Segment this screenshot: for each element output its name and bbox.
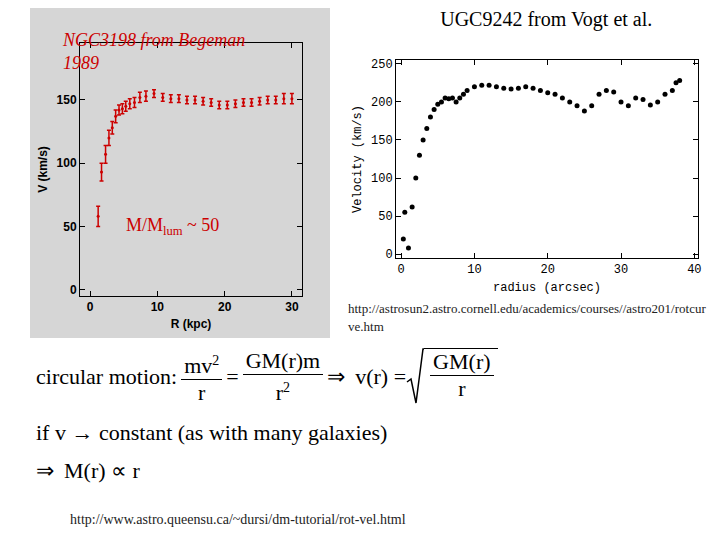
svg-text:50: 50 — [63, 220, 77, 234]
svg-text:150: 150 — [57, 93, 77, 107]
svg-text:250: 250 — [371, 58, 393, 72]
html-text:r2: r2 — [275, 380, 291, 406]
svg-text:0: 0 — [398, 263, 405, 277]
svg-text:200: 200 — [371, 96, 393, 110]
svg-text:150: 150 — [371, 134, 393, 148]
svg-text:10: 10 — [151, 300, 165, 314]
svg-text:10: 10 — [467, 263, 481, 277]
svg-text:30: 30 — [285, 300, 299, 314]
svg-text:50: 50 — [378, 210, 392, 224]
svg-text:20: 20 — [218, 300, 232, 314]
svg-text:V (km/s): V (km/s) — [36, 146, 50, 193]
svg-text:NGC3198 from Begeman1989: NGC3198 from Begeman1989 — [62, 30, 245, 73]
svg-text:0: 0 — [385, 248, 392, 262]
html-text:r: r — [198, 380, 206, 406]
html-text:GM(r)m: GM(r)m — [245, 348, 321, 373]
html-text:r: r — [458, 376, 466, 402]
svg-text:R (kpc): R (kpc) — [171, 317, 212, 331]
html-text:v(r) =: v(r) = — [355, 364, 407, 390]
html-text:circular motion: mv2: circular motion: mv2 — [36, 353, 220, 390]
html-text:http://www.astro.queensu.ca/~d: http://www.astro.queensu.ca/~dursi/dm-tu… — [70, 512, 406, 527]
svg-text:30: 30 — [614, 263, 628, 277]
svg-text:Velocity (km/s): Velocity (km/s) — [351, 105, 365, 213]
svg-text:100: 100 — [57, 156, 77, 170]
svg-text:40: 40 — [687, 263, 701, 277]
svg-text:radius (arcsec): radius (arcsec) — [493, 281, 601, 295]
svg-text:0: 0 — [87, 300, 94, 314]
html-text:if v → constant (as with many: if v → constant (as with many galaxies) — [36, 420, 388, 446]
svg-text:0: 0 — [70, 283, 77, 297]
html-text:M(r) ∝ r: M(r) ∝ r — [64, 458, 140, 484]
svg-text:M/M​lum​ ~ 50: M/M​lum​ ~ 50 — [126, 215, 219, 238]
html-text:GM(r): GM(r) — [433, 349, 491, 375]
svg-text:UGC9242 from Vogt et al.: UGC9242 from Vogt et al. — [440, 8, 652, 31]
svg-text:100: 100 — [371, 172, 393, 186]
html-text:http://astrosun2.astro.cornell: http://astrosun2.astro.cornell.edu/acade… — [348, 301, 706, 334]
svg-text:20: 20 — [541, 263, 555, 277]
